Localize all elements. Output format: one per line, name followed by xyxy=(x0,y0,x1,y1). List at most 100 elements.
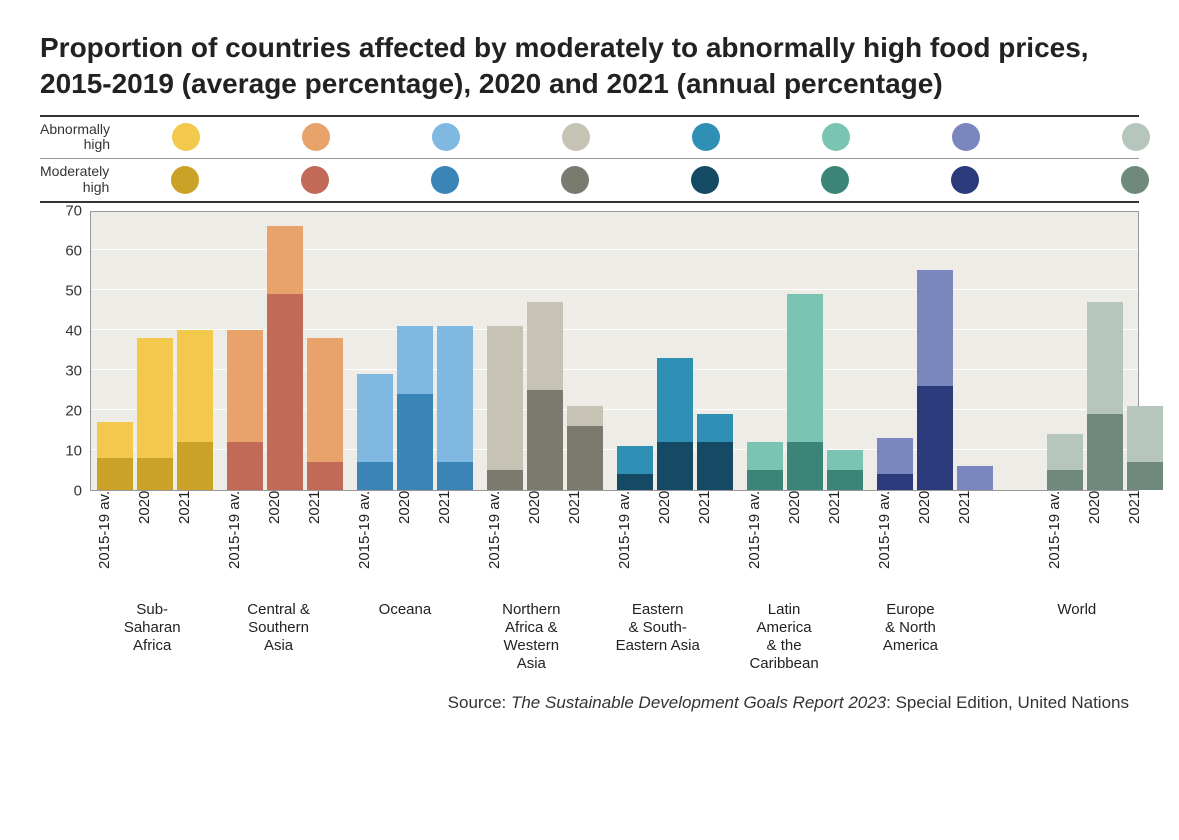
bar-segment-moderate xyxy=(1047,470,1083,490)
bar xyxy=(917,270,953,490)
bar-segment-abnormal xyxy=(1127,406,1163,462)
bar-segment-moderate xyxy=(1087,414,1123,490)
y-axis: 010203040506070 xyxy=(40,211,90,491)
x-tick-period: 2015-19 av. xyxy=(1046,491,1082,601)
bar-segment-moderate xyxy=(657,442,693,490)
bar-segment-abnormal xyxy=(527,302,563,390)
region-label: Europe& NorthAmerica xyxy=(854,601,966,673)
legend-row-moderate: Moderately high xyxy=(40,159,1139,201)
bar-group xyxy=(487,302,603,490)
source-italic: The Sustainable Development Goals Report… xyxy=(511,693,886,712)
bar-segment-abnormal xyxy=(307,338,343,462)
x-tick-period: 2015-19 av. xyxy=(96,491,132,601)
x-tick-period: 2021 xyxy=(826,491,862,601)
bar-segment-abnormal xyxy=(397,326,433,394)
legend: Abnormally high Moderately high xyxy=(40,115,1139,203)
x-tick-period: 2020 xyxy=(656,491,692,601)
bar-group xyxy=(357,326,473,490)
x-tick-period: 2015-19 av. xyxy=(876,491,912,601)
source-prefix: Source: xyxy=(448,693,511,712)
bar xyxy=(657,358,693,490)
bar xyxy=(437,326,473,490)
x-tick-period: 2015-19 av. xyxy=(616,491,652,601)
bar-group xyxy=(97,330,213,490)
legend-dot-moderate xyxy=(561,166,589,194)
y-tick: 0 xyxy=(74,482,82,499)
region-label: NorthernAfrica &WesternAsia xyxy=(475,601,587,673)
bar xyxy=(617,446,653,490)
region-label: LatinAmerica& theCaribbean xyxy=(728,601,840,673)
bar-segment-moderate xyxy=(527,390,563,490)
bar-segment-moderate xyxy=(877,474,913,490)
bar-segment-abnormal xyxy=(787,294,823,442)
source-suffix: : Special Edition, United Nations xyxy=(886,693,1129,712)
bar xyxy=(137,338,173,490)
x-tick-period: 2021 xyxy=(176,491,212,601)
x-tick-period: 2020 xyxy=(136,491,172,601)
bar-group xyxy=(877,270,993,490)
bar-segment-abnormal xyxy=(137,338,173,458)
bar-segment-moderate xyxy=(787,442,823,490)
y-tick: 30 xyxy=(65,362,82,379)
region-label: Central &SouthernAsia xyxy=(222,601,334,673)
bar-segment-moderate xyxy=(747,470,783,490)
legend-dot-moderate xyxy=(1121,166,1149,194)
bar-segment-abnormal xyxy=(957,466,993,490)
bar-segment-moderate xyxy=(177,442,213,490)
legend-dot-moderate xyxy=(951,166,979,194)
bar xyxy=(697,414,733,490)
x-tick-period: 2020 xyxy=(266,491,302,601)
bar xyxy=(227,330,263,490)
bar-segment-moderate xyxy=(697,442,733,490)
bar-segment-abnormal xyxy=(437,326,473,462)
bar-segment-abnormal xyxy=(97,422,133,458)
legend-dot-moderate xyxy=(431,166,459,194)
y-tick: 70 xyxy=(65,202,82,219)
bar-segment-moderate xyxy=(437,462,473,490)
bar-segment-moderate xyxy=(827,470,863,490)
bar-segment-abnormal xyxy=(697,414,733,442)
x-tick-period: 2021 xyxy=(1126,491,1162,601)
x-axis-period-labels: 2015-19 av.202020212015-19 av.2020202120… xyxy=(90,491,1139,601)
legend-dot-abnormal xyxy=(1122,123,1150,151)
legend-dot-moderate xyxy=(171,166,199,194)
bar-segment-abnormal xyxy=(747,442,783,470)
bar-segment-moderate xyxy=(137,458,173,490)
legend-row-abnormal: Abnormally high xyxy=(40,117,1139,159)
bar-group xyxy=(1047,302,1163,490)
region-label: Sub-SaharanAfrica xyxy=(96,601,208,673)
bar xyxy=(1087,302,1123,490)
plot-area xyxy=(90,211,1139,491)
bar-segment-abnormal xyxy=(487,326,523,470)
region-label: World xyxy=(1021,601,1133,673)
x-axis-region-labels: Sub-SaharanAfricaCentral &SouthernAsiaOc… xyxy=(90,601,1139,673)
bar-segment-moderate xyxy=(357,462,393,490)
bar-segment-abnormal xyxy=(1047,434,1083,470)
legend-dot-abnormal xyxy=(692,123,720,151)
legend-dot-abnormal xyxy=(952,123,980,151)
bar-segment-moderate xyxy=(397,394,433,490)
bar xyxy=(827,450,863,490)
bar xyxy=(787,294,823,490)
x-tick-period: 2015-19 av. xyxy=(226,491,262,601)
bar-segment-moderate xyxy=(1127,462,1163,490)
bar-segment-moderate xyxy=(617,474,653,490)
bar-segment-abnormal xyxy=(357,374,393,462)
x-tick-period: 2021 xyxy=(956,491,992,601)
bar-segment-abnormal xyxy=(267,226,303,294)
legend-dot-abnormal xyxy=(302,123,330,151)
legend-dot-abnormal xyxy=(432,123,460,151)
bar xyxy=(957,466,993,490)
bar-segment-abnormal xyxy=(177,330,213,442)
bar-group xyxy=(227,226,343,490)
x-tick-period: 2020 xyxy=(786,491,822,601)
bar xyxy=(97,422,133,490)
region-label: Oceana xyxy=(349,601,461,673)
bar-segment-abnormal xyxy=(917,270,953,386)
x-tick-period: 2020 xyxy=(1086,491,1122,601)
bar xyxy=(1047,434,1083,490)
bar-segment-abnormal xyxy=(227,330,263,442)
x-tick-period: 2020 xyxy=(526,491,562,601)
x-tick-period: 2015-19 av. xyxy=(486,491,522,601)
source-line: Source: The Sustainable Development Goal… xyxy=(40,693,1139,713)
